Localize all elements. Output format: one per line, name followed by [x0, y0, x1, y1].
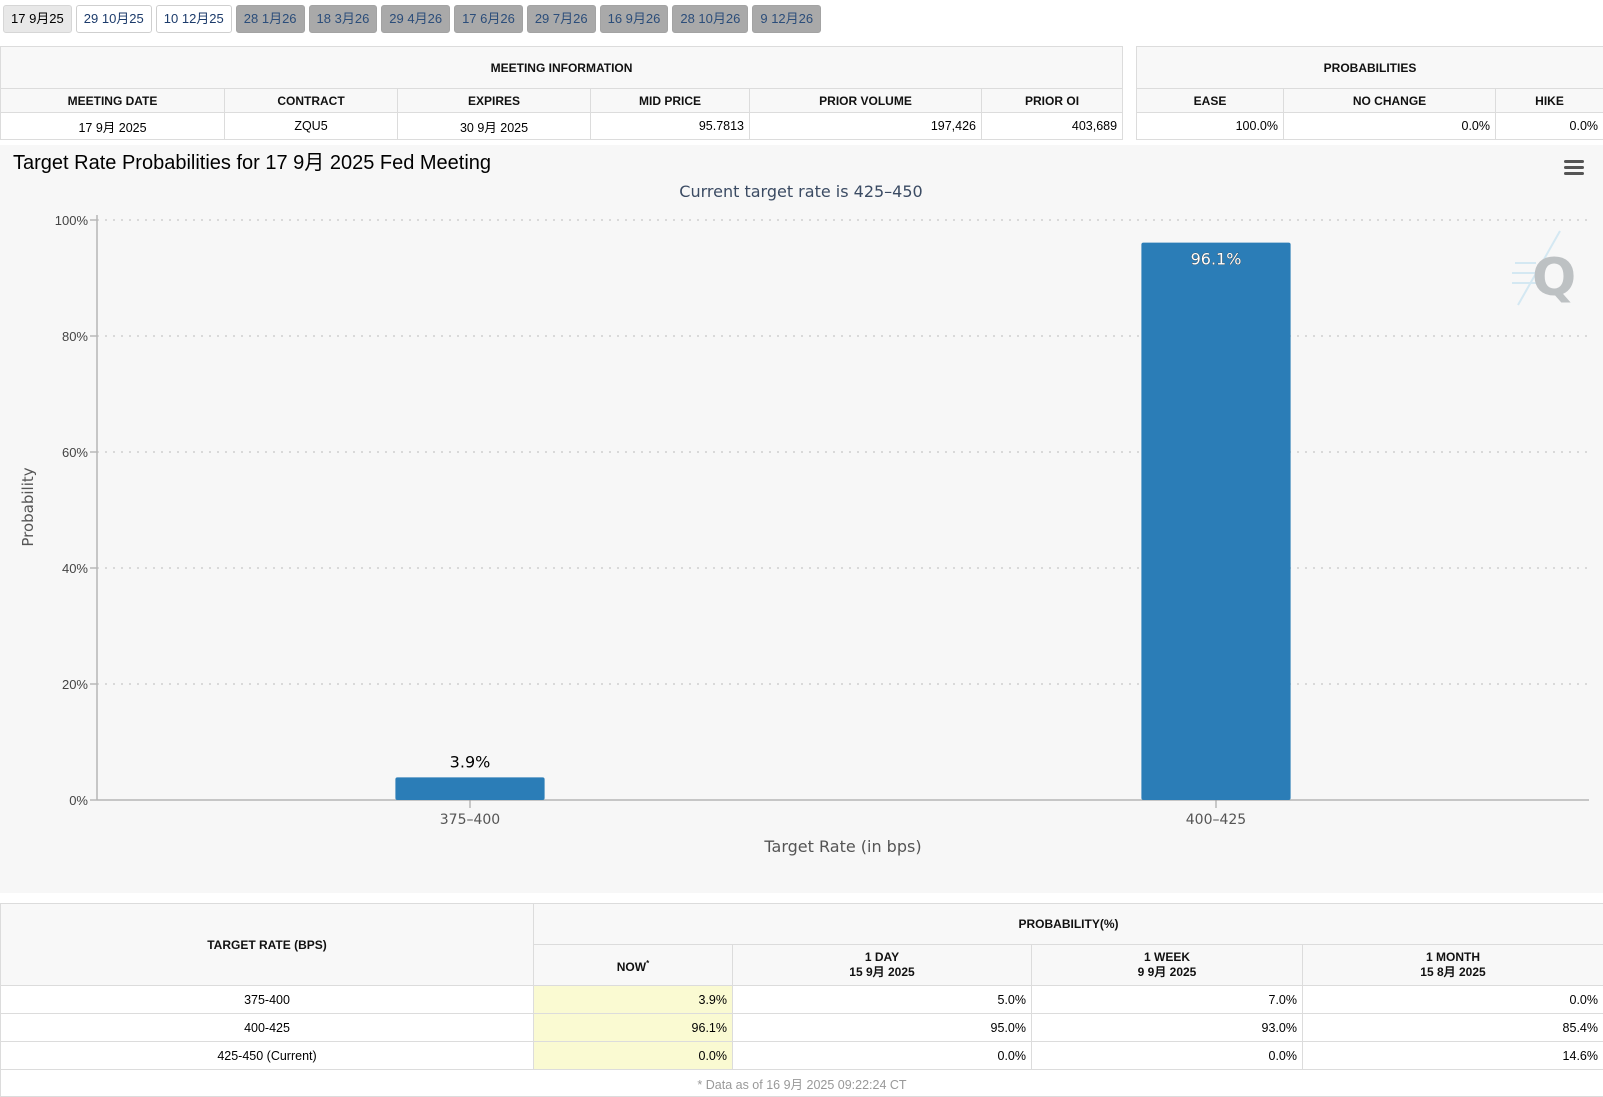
col-1-week: 1 WEEK 9 9月 2025 [1031, 944, 1303, 986]
one-month-cell: 14.6% [1302, 1041, 1603, 1070]
bar[interactable] [1141, 242, 1291, 800]
meeting-tab[interactable]: 17 6月26 [454, 5, 523, 33]
col-prior-volume: PRIOR VOLUME [749, 88, 982, 113]
rate-cell: 375-400 [0, 985, 534, 1014]
svg-text:Q: Q [1532, 248, 1576, 308]
table-row: 425-450 (Current) 0.0% 0.0% 0.0% 14.6% [0, 1041, 1603, 1070]
rate-cell: 425-450 (Current) [0, 1041, 534, 1070]
meeting-tab[interactable]: 18 3月26 [308, 5, 378, 33]
col-ease: EASE [1136, 88, 1284, 113]
now-cell: 3.9% [533, 985, 733, 1014]
chart-title: Target Rate Probabilities for 17 9月 2025… [13, 152, 491, 174]
meeting-tab[interactable]: 29 7月26 [526, 5, 596, 33]
meeting-information-title: MEETING INFORMATION [0, 46, 1124, 89]
meeting-tab[interactable]: 28 10月26 [672, 5, 749, 33]
chart-canvas: 0% 20% 40% 60% 80% 100% 375–400 400–425 3.9% 96… [13, 152, 1589, 856]
probabilities-title: PROBABILITIES [1135, 46, 1603, 89]
chart-subtitle: Current target rate is 425–450 [679, 182, 922, 201]
x-tick-label: 375–400 [440, 812, 500, 828]
hike-value: 0.0% [1494, 112, 1603, 140]
prior-oi-value: 403,689 [980, 112, 1124, 140]
no-change-value: 0.0% [1283, 112, 1496, 140]
y-tick-label: 80% [62, 329, 88, 344]
q-logo-icon: Q [1512, 230, 1576, 308]
meeting-tab[interactable]: 29 10月25 [75, 5, 152, 33]
hamburger-menu-icon[interactable] [1561, 158, 1587, 182]
col-prior-oi: PRIOR OI [980, 88, 1124, 113]
y-tick-label: 60% [62, 445, 88, 460]
bar[interactable] [395, 777, 545, 800]
one-week-cell: 7.0% [1031, 985, 1303, 1014]
col-now: NOW* [533, 944, 733, 986]
col-hike: HIKE [1494, 88, 1603, 113]
table-row: 400-425 96.1% 95.0% 93.0% 85.4% [0, 1013, 1603, 1042]
now-cell: 96.1% [533, 1013, 733, 1042]
col-contract: CONTRACT [224, 88, 398, 113]
table-row: 375-400 3.9% 5.0% 7.0% 0.0% [0, 985, 1603, 1014]
prior-volume-value: 197,426 [749, 112, 982, 140]
one-month-cell: 0.0% [1302, 985, 1603, 1014]
meeting-tabs: 17 9月25 29 10月25 10 12月25 28 1月26 18 3月2… [3, 5, 825, 33]
y-tick-label: 40% [62, 561, 88, 576]
y-tick-label: 0% [69, 793, 88, 808]
col-mid-price: MID PRICE [590, 88, 750, 113]
col-meeting-date: MEETING DATE [0, 88, 225, 113]
col-expires: EXPIRES [397, 88, 591, 113]
ease-value: 100.0% [1136, 112, 1284, 140]
data-timestamp-footnote: * Data as of 16 9月 2025 09:22:24 CT [0, 1069, 1603, 1097]
meeting-date-value: 17 9月 2025 [0, 112, 225, 140]
meeting-tab[interactable]: 29 4月26 [381, 5, 451, 33]
target-rate-table: TARGET RATE (BPS) PROBABILITY(%) NOW* 1 … [0, 903, 1603, 1097]
y-axis-title: Probability [19, 467, 37, 546]
target-rate-header: TARGET RATE (BPS) [0, 903, 534, 986]
now-cell: 0.0% [533, 1041, 733, 1070]
target-rate-chart: 0% 20% 40% 60% 80% 100% 375–400 400–425 3.9% 96… [0, 145, 1603, 893]
one-month-cell: 85.4% [1302, 1013, 1603, 1042]
col-no-change: NO CHANGE [1283, 88, 1496, 113]
x-tick-label: 400–425 [1186, 812, 1246, 828]
expires-value: 30 9月 2025 [397, 112, 591, 140]
probabilities-table: PROBABILITIES EASE NO CHANGE HIKE 100.0%… [1135, 46, 1603, 140]
meeting-tab[interactable]: 10 12月25 [155, 5, 232, 33]
meeting-tab[interactable]: 17 9月25 [3, 5, 72, 33]
probability-header: PROBABILITY(%) [533, 903, 1603, 945]
col-1-day: 1 DAY 15 9月 2025 [732, 944, 1032, 986]
contract-value: ZQU5 [224, 112, 398, 140]
meeting-information-table: MEETING INFORMATION MEETING DATE CONTRAC… [0, 46, 1124, 140]
one-week-cell: 0.0% [1031, 1041, 1303, 1070]
one-day-cell: 95.0% [732, 1013, 1032, 1042]
data-label: 3.9% [450, 752, 491, 771]
one-day-cell: 0.0% [732, 1041, 1032, 1070]
mid-price-value: 95.7813 [590, 112, 750, 140]
meeting-tab[interactable]: 16 9月26 [599, 5, 669, 33]
one-week-cell: 93.0% [1031, 1013, 1303, 1042]
y-tick-label: 20% [62, 677, 88, 692]
col-1-month: 1 MONTH 15 8月 2025 [1302, 944, 1603, 986]
y-tick-label: 100% [55, 213, 89, 228]
rate-cell: 400-425 [0, 1013, 534, 1042]
data-label: 96.1% [1191, 250, 1242, 269]
meeting-tab[interactable]: 28 1月26 [235, 5, 305, 33]
x-axis-title: Target Rate (in bps) [763, 837, 921, 856]
meeting-tab[interactable]: 9 12月26 [752, 5, 822, 33]
one-day-cell: 5.0% [732, 985, 1032, 1014]
